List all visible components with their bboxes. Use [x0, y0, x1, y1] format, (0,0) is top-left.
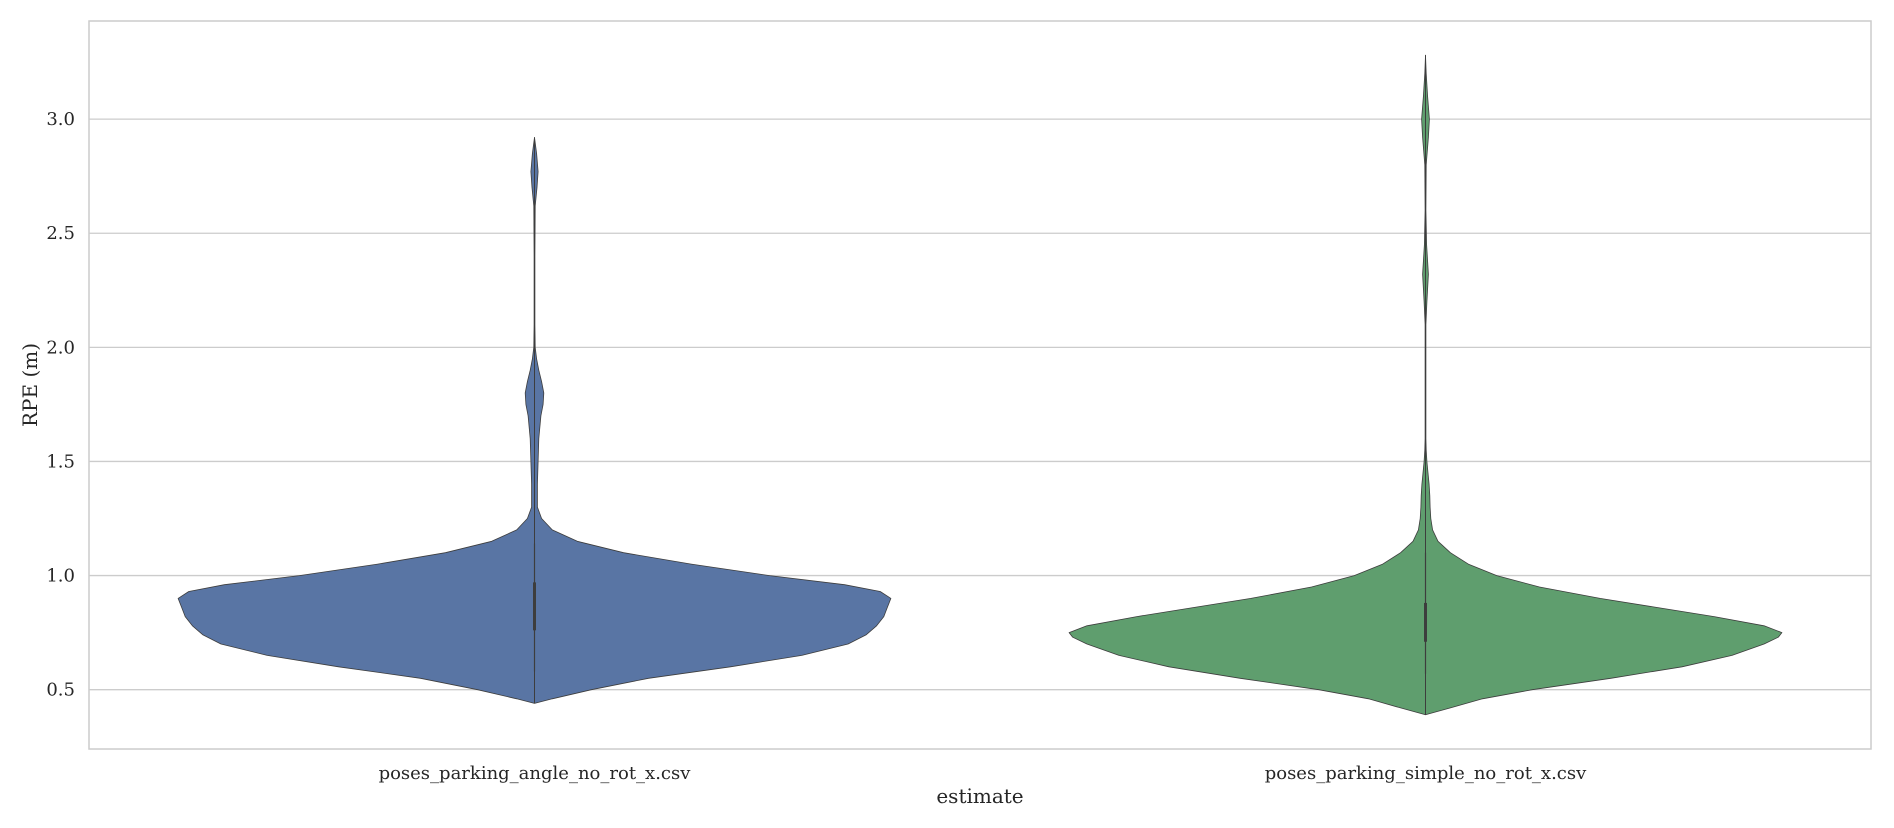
- x-tick-label: poses_parking_simple_no_rot_x.csv: [1265, 763, 1587, 784]
- x-axis-title: estimate: [936, 784, 1023, 808]
- y-tick-label: 1.5: [46, 451, 75, 472]
- y-tick-label: 1.0: [46, 566, 75, 587]
- y-tick-label: 2.0: [46, 337, 75, 358]
- y-tick-label: 3.0: [46, 109, 75, 130]
- y-axis-title: RPE (m): [18, 343, 42, 427]
- plot-frame: [88, 20, 1872, 750]
- y-tick-label: 2.5: [46, 223, 75, 244]
- y-tick-labels: 0.5 1.0 1.5 2.0 2.5 3.0: [46, 109, 75, 701]
- x-tick-labels: poses_parking_angle_no_rot_x.csv poses_pa…: [379, 763, 1588, 784]
- x-tick-label: poses_parking_angle_no_rot_x.csv: [379, 763, 692, 784]
- y-tick-label: 0.5: [46, 680, 75, 701]
- violins: [177, 54, 1783, 716]
